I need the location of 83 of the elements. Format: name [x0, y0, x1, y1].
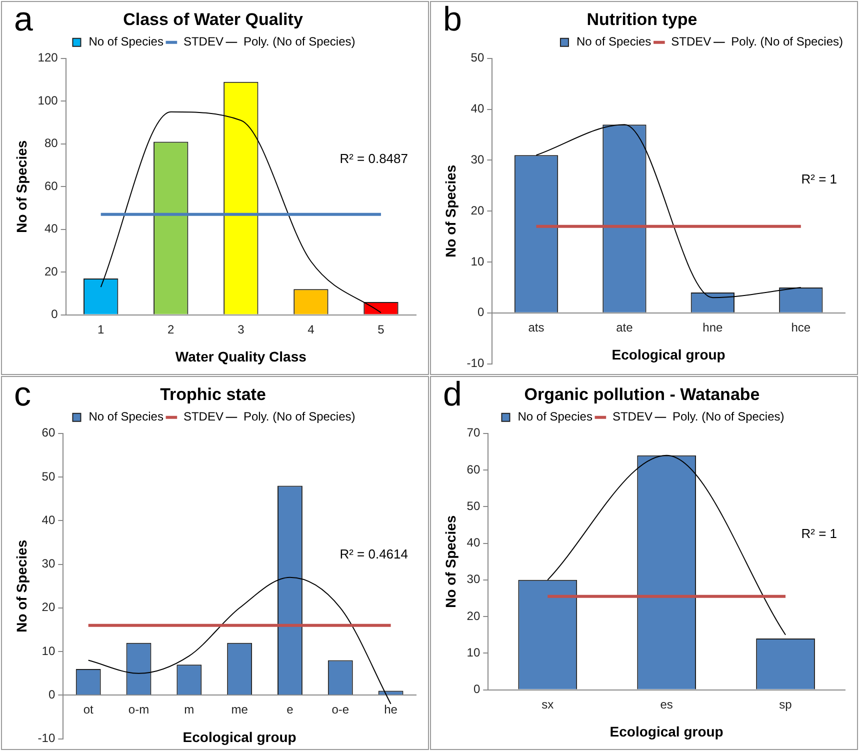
text: d [443, 375, 462, 414]
y-tick-label: 60 [44, 178, 58, 193]
y-tick-label: 20 [470, 203, 484, 218]
y-axis-title: No of Species [442, 164, 458, 258]
y-tick-label: 0 [51, 307, 58, 322]
chart-title: Nutrition type [586, 10, 698, 29]
y-tick-label: 10 [466, 645, 480, 660]
x-tick-label: he [384, 702, 398, 717]
text: a [14, 0, 33, 38]
annotation: R² = 0.4614 [340, 546, 408, 562]
y-tick-label: 10 [470, 254, 484, 268]
x-tick-label: hne [702, 320, 724, 334]
legend-label: No of Species [518, 410, 592, 424]
x-tick-label: hce [791, 320, 811, 334]
legend-label: No of Species [88, 410, 164, 424]
x-tick-label: sx [542, 697, 554, 712]
x-axis-title: Ecological group [182, 728, 296, 745]
y-tick-label: 50 [42, 469, 56, 484]
annotation: R² = 1 [801, 172, 837, 187]
legend-label: Poly. (No of Species) [243, 410, 356, 424]
y-tick-label: 20 [466, 608, 480, 623]
y-tick-label: 40 [466, 536, 480, 550]
x-tick-label: 4 [308, 322, 315, 336]
y-tick-label: 0 [473, 682, 480, 696]
legend-label: Poly. (No of Species) [243, 34, 356, 49]
chart-title: Trophic state [160, 384, 266, 404]
chart-title: Class of Water Quality [123, 10, 304, 29]
y-tick-label: 30 [42, 556, 56, 571]
text: c [14, 375, 31, 414]
y-tick-label: 50 [466, 498, 480, 513]
y-tick-label: 50 [470, 50, 484, 65]
x-tick-label: ate [616, 320, 634, 334]
legend-label: STDEV [612, 410, 652, 424]
y-tick-label: 120 [38, 50, 58, 65]
x-tick-label: o-e [332, 702, 350, 717]
y-tick-label: 0 [48, 687, 56, 702]
x-axis-title: Ecological group [610, 723, 724, 740]
y-tick-label: -10 [466, 356, 484, 370]
y-tick-label: 80 [44, 136, 58, 150]
y-tick-label: 20 [44, 264, 58, 278]
x-tick-label: es [660, 697, 673, 712]
y-tick-label: 40 [44, 222, 58, 236]
y-tick-label: 40 [42, 512, 56, 527]
x-axis-title: Water Quality Class [175, 348, 307, 364]
legend-label: No of Species [576, 34, 652, 49]
x-tick-label: 5 [378, 322, 385, 336]
legend-label: Poly. (No of Species) [731, 34, 844, 49]
legend-label: STDEV [183, 410, 224, 424]
x-tick-label: me [231, 702, 248, 717]
y-axis-title: No of Species [13, 140, 30, 233]
y-tick-label: 40 [470, 102, 484, 116]
legend-label: No of Species [88, 34, 164, 49]
x-axis-title: Ecological group [612, 346, 726, 363]
x-tick-label: ats [528, 320, 544, 334]
chart-title: Organic pollution - Watanabe [524, 384, 760, 404]
y-tick-label: 100 [38, 93, 58, 108]
x-tick-label: o-m [128, 702, 150, 717]
x-tick-label: m [184, 702, 194, 717]
x-tick-label: 3 [238, 322, 245, 336]
x-tick-label: sp [779, 697, 792, 712]
y-tick-label: 60 [42, 426, 56, 440]
legend-label: Poly. (No of Species) [672, 410, 784, 424]
legend-label: STDEV [671, 34, 712, 49]
line-series [88, 576, 392, 704]
y-tick-label: 70 [466, 426, 480, 440]
line-series [536, 124, 802, 298]
y-tick-label: 10 [42, 644, 56, 658]
legend-label: STDEV [183, 34, 224, 49]
y-tick-label: 30 [466, 572, 480, 586]
y-tick-label: 30 [470, 152, 484, 167]
x-tick-label: ot [83, 702, 94, 717]
x-tick-label: 2 [168, 322, 175, 336]
y-tick-label: -10 [38, 731, 56, 746]
text: b [443, 0, 462, 38]
x-tick-label: 1 [97, 322, 104, 336]
y-axis-title: No of Species [13, 540, 30, 632]
annotation: R² = 1 [801, 526, 837, 542]
y-tick-label: 20 [42, 600, 56, 614]
x-tick-label: e [286, 702, 294, 717]
annotation: R² = 0.8487 [340, 151, 408, 166]
y-tick-label: 0 [477, 305, 484, 320]
y-axis-title: No of Species [442, 515, 458, 608]
y-tick-label: 60 [466, 462, 480, 476]
